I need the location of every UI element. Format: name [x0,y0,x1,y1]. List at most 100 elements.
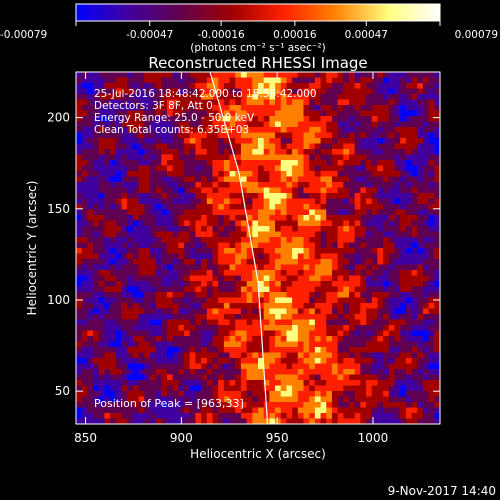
heatmap-cell [343,226,350,232]
heatmap-cell [331,418,339,424]
heatmap-cell [360,336,367,342]
heatmap-cell [149,413,157,419]
heatmap-cell [98,264,105,271]
heatmap-cell [343,149,350,155]
heatmap-cell [178,253,185,260]
heatmap-cell [127,319,134,326]
heatmap-cell [212,319,219,326]
heatmap-cell [371,369,378,375]
heatmap-cell [93,121,100,128]
heatmap-cell [275,94,282,100]
heatmap-cell [388,198,395,205]
heatmap-cell [98,198,105,205]
heatmap-cell [434,121,440,128]
heatmap-cell [121,143,128,150]
heatmap-cell [349,358,356,364]
heatmap-cell [149,160,157,166]
heatmap-cell [161,358,168,364]
heatmap-cell [360,209,367,216]
heatmap-cell [275,303,282,309]
heatmap-cell [275,237,282,243]
heatmap-cell [371,138,378,144]
heatmap-cell [195,143,202,150]
heatmap-cell [383,402,390,408]
heatmap-cell [422,165,430,172]
heatmap-cell [331,72,339,78]
heatmap-cell [155,88,162,95]
heatmap-cell [87,138,94,144]
heatmap-cell [212,275,219,282]
heatmap-cell [127,248,134,254]
heatmap-cell [405,286,412,293]
heatmap-cell [110,341,117,348]
heatmap-cell [93,402,100,408]
heatmap-cell [167,259,174,265]
heatmap-cell [206,319,213,326]
heatmap-cell [189,83,196,89]
heatmap-cell [303,204,310,210]
heatmap-cell [275,171,282,177]
heatmap-cell [155,352,162,359]
heatmap-cell [354,369,361,375]
heatmap-cell [434,143,440,150]
heatmap-cell [155,369,162,375]
heatmap-cell [223,297,230,304]
heatmap-cell [144,94,151,100]
heatmap-cell [201,105,208,111]
heatmap-cell [76,83,83,89]
heatmap-cell [411,396,418,403]
heatmap-cell [93,281,100,287]
heatmap-cell [371,275,378,282]
heatmap-cell [195,116,202,122]
heatmap-cell [258,292,265,298]
heatmap-cell [263,385,270,392]
heatmap-cell [280,308,287,315]
heatmap-cell [81,237,88,243]
heatmap-cell [309,83,316,89]
heatmap-cell [366,413,373,419]
heatmap-cell [132,105,139,111]
heatmap-cell [275,391,282,397]
heatmap-cell [371,347,378,353]
heatmap-cell [258,187,265,194]
heatmap-cell [354,275,361,282]
heatmap-cell [417,374,424,381]
heatmap-cell [275,72,282,78]
heatmap-cell [121,138,128,144]
heatmap-cell [110,402,117,408]
heatmap-cell [360,303,367,309]
heatmap-cell [388,237,395,243]
heatmap-cell [132,407,139,414]
heatmap-cell [434,231,440,238]
annotation-line: 25-Jul-2016 18:48:42.000 to 18:58:42.000 [94,88,317,100]
heatmap-cell [189,314,196,320]
heatmap-cell [144,314,151,320]
heatmap-cell [354,385,361,392]
heatmap-cell [195,94,202,100]
heatmap-cell [286,292,293,298]
heatmap-cell [235,347,242,353]
heatmap-cell [366,391,373,397]
heatmap-cell [81,242,88,249]
heatmap-cell [297,187,304,194]
heatmap-cell [81,220,88,227]
heatmap-cell [383,253,390,260]
heatmap-cell [235,308,242,315]
heatmap-cell [434,171,440,177]
heatmap-cell [201,374,208,381]
heatmap-cell [104,347,111,353]
heatmap-cell [110,374,117,381]
heatmap-cell [263,325,270,331]
heatmap-cell [144,264,151,271]
heatmap-cell [366,99,373,106]
heatmap-cell [303,193,310,199]
heatmap-cell [314,226,321,232]
heatmap-cell [172,248,179,254]
heatmap-cell [223,292,230,298]
heatmap-cell [149,237,157,243]
heatmap-cell [155,242,162,249]
heatmap-cell [184,336,191,342]
heatmap-cell [144,110,151,117]
heatmap-cell [360,72,367,78]
heatmap-image [76,72,440,424]
